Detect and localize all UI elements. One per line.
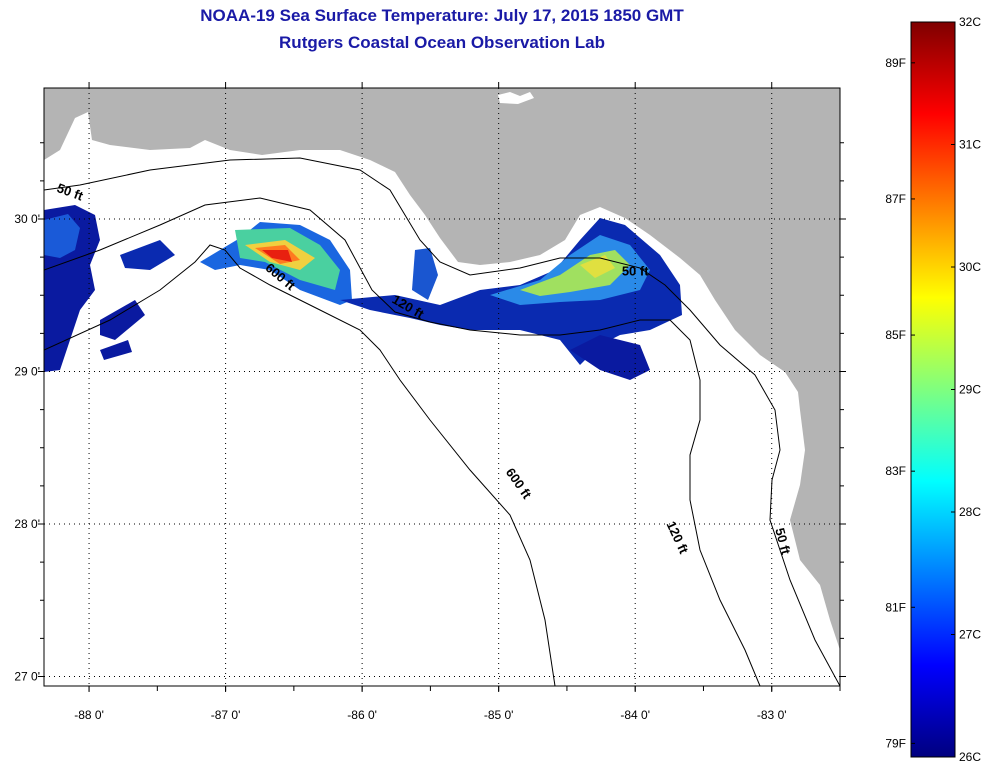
lon-tick-label: -87 0' xyxy=(211,708,241,722)
axis-labels: -88 0' -87 0' -86 0' -85 0' -84 0' -83 0' 30 0… xyxy=(14,212,786,722)
lon-tick-label: -88 0' xyxy=(74,708,104,722)
colorbar xyxy=(910,21,956,758)
colorbar-label-celsius: 32C xyxy=(959,15,981,29)
colorbar-label-fahrenheit: 83F xyxy=(885,464,906,478)
map-ticks xyxy=(38,82,846,692)
contour-600ft xyxy=(44,244,556,686)
lon-tick-label: -84 0' xyxy=(620,708,650,722)
map-title: NOAA-19 Sea Surface Temperature: July 17… xyxy=(200,6,684,25)
sst-data xyxy=(44,205,682,380)
contour-label: 50 ft xyxy=(622,263,649,278)
colorbar-label-celsius: 28C xyxy=(959,505,981,519)
colorbar-label-celsius: 31C xyxy=(959,138,981,152)
colorbar-label-fahrenheit: 89F xyxy=(885,56,906,70)
contour-50ft-north xyxy=(44,157,840,686)
small-island xyxy=(498,92,534,104)
colorbar-label-fahrenheit: 87F xyxy=(885,192,906,206)
colorbar-label-celsius: 27C xyxy=(959,628,981,642)
colorbar-label-celsius: 26C xyxy=(959,750,981,764)
contour-label: 50 ft xyxy=(772,526,794,556)
map-subtitle: Rutgers Coastal Ocean Observation Lab xyxy=(279,33,605,52)
contour-120ft xyxy=(44,197,761,686)
colorbar-label-fahrenheit: 79F xyxy=(885,736,906,750)
lon-tick-label: -83 0' xyxy=(757,708,787,722)
lat-tick-label: 27 0' xyxy=(14,670,40,684)
map-frame xyxy=(43,87,841,687)
depth-contours xyxy=(44,157,840,686)
colorbar-labels: 32C 31C 30C 29C 28C 27C 26C 89F 87F 85F 83F 81F 79F xyxy=(885,15,981,764)
lon-tick-label: -85 0' xyxy=(484,708,514,722)
lon-tick-label: -86 0' xyxy=(347,708,377,722)
lat-tick-label: 29 0' xyxy=(14,365,40,379)
colorbar-label-celsius: 29C xyxy=(959,383,981,397)
lat-tick-label: 30 0' xyxy=(14,212,40,226)
colorbar-label-celsius: 30C xyxy=(959,260,981,274)
colorbar-label-fahrenheit: 81F xyxy=(885,600,906,614)
lat-tick-label: 28 0' xyxy=(14,517,40,531)
colorbar-label-fahrenheit: 85F xyxy=(885,328,906,342)
